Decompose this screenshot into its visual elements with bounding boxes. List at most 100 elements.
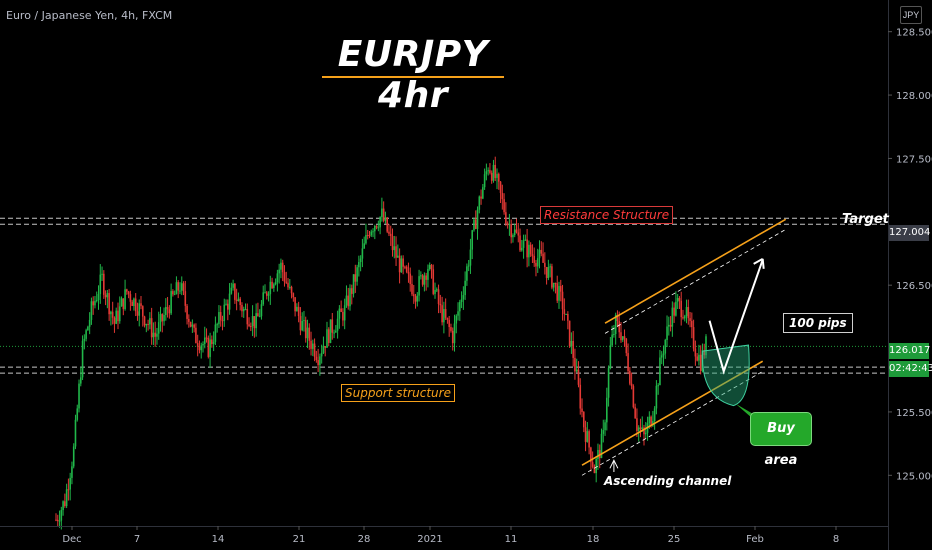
candle-body — [308, 327, 311, 341]
buy-area-pointer — [735, 403, 760, 418]
candle — [276, 269, 279, 292]
candle — [265, 290, 268, 300]
candle-body — [260, 304, 263, 317]
candle-body — [166, 307, 169, 310]
candle-body — [694, 348, 697, 357]
candle — [147, 319, 149, 331]
candle — [462, 286, 465, 310]
candle-body — [342, 311, 344, 321]
candle — [471, 229, 474, 260]
candle — [655, 380, 658, 415]
candle-body — [370, 231, 373, 236]
candle — [274, 278, 277, 286]
candle — [441, 296, 443, 326]
candle — [675, 291, 677, 317]
candle — [434, 282, 436, 299]
candle — [524, 234, 527, 242]
candle-body — [55, 519, 57, 521]
candle — [103, 270, 105, 299]
candle — [212, 331, 215, 352]
candle-body — [193, 324, 195, 328]
candle — [627, 343, 629, 375]
candle-body — [570, 340, 573, 347]
candle — [92, 296, 94, 315]
candle — [218, 305, 220, 328]
candle-body — [435, 289, 438, 291]
candle-body — [476, 209, 479, 229]
candle-body — [205, 337, 208, 339]
candle-body — [356, 267, 358, 282]
candle-body — [354, 274, 357, 282]
candle — [705, 334, 707, 359]
candle-body — [62, 501, 64, 511]
candle — [281, 259, 284, 282]
candle — [324, 345, 327, 357]
currency-badge[interactable]: JPY — [900, 6, 922, 24]
candle — [685, 299, 688, 324]
candle — [572, 330, 574, 367]
candle-body — [244, 309, 247, 311]
candle — [203, 326, 206, 349]
candle-body — [343, 305, 346, 321]
candle — [271, 277, 273, 290]
candle — [428, 262, 431, 271]
candle — [67, 478, 70, 501]
candle-body — [659, 357, 661, 386]
candle-body — [140, 303, 142, 307]
candle-body — [542, 253, 544, 263]
candle — [676, 294, 679, 310]
candle — [694, 340, 697, 366]
candle — [388, 224, 390, 237]
candle — [544, 252, 546, 275]
candle — [609, 336, 612, 370]
candle — [411, 275, 413, 297]
candle — [83, 334, 86, 350]
candle — [402, 255, 404, 275]
candle — [621, 336, 624, 343]
candle-body — [533, 256, 536, 263]
candle — [604, 419, 606, 436]
candle-body — [331, 319, 334, 333]
candle — [65, 483, 68, 509]
candle-body — [212, 341, 215, 345]
candle — [242, 306, 245, 318]
candle — [94, 295, 96, 309]
candle — [180, 276, 183, 296]
candle — [602, 419, 605, 443]
candle-body — [211, 339, 213, 345]
candle — [623, 329, 626, 347]
candle — [469, 238, 472, 274]
chart-title: EURJPY 4hr — [337, 34, 489, 116]
candle-body — [283, 272, 286, 282]
candle-body — [372, 231, 374, 233]
candle — [126, 288, 128, 295]
candle-body — [508, 224, 511, 226]
candle — [389, 225, 392, 246]
candle-body — [320, 352, 323, 357]
candle — [423, 272, 426, 292]
candle-body — [466, 266, 468, 281]
candle — [427, 264, 429, 288]
candle — [696, 353, 698, 362]
candle — [653, 406, 656, 430]
time-axis: Dec 7 14 21 28 2021 11 18 25 Feb 8 — [62, 526, 839, 545]
candle — [480, 189, 482, 205]
candle-body — [118, 306, 121, 322]
candle — [69, 472, 71, 501]
target-label: Target — [842, 212, 889, 227]
candle-body — [425, 275, 427, 280]
candle — [521, 239, 523, 252]
candle-body — [168, 309, 171, 314]
candle — [292, 292, 295, 302]
candle-body — [586, 431, 589, 442]
candle-body — [294, 297, 296, 312]
candle — [175, 276, 178, 295]
candle-body — [505, 212, 507, 224]
candle-body — [200, 345, 203, 351]
buy-area-label: Buy area — [750, 412, 812, 468]
candle-body — [74, 419, 77, 447]
candle — [141, 305, 144, 327]
candle — [255, 303, 257, 337]
candle-body — [79, 377, 82, 384]
